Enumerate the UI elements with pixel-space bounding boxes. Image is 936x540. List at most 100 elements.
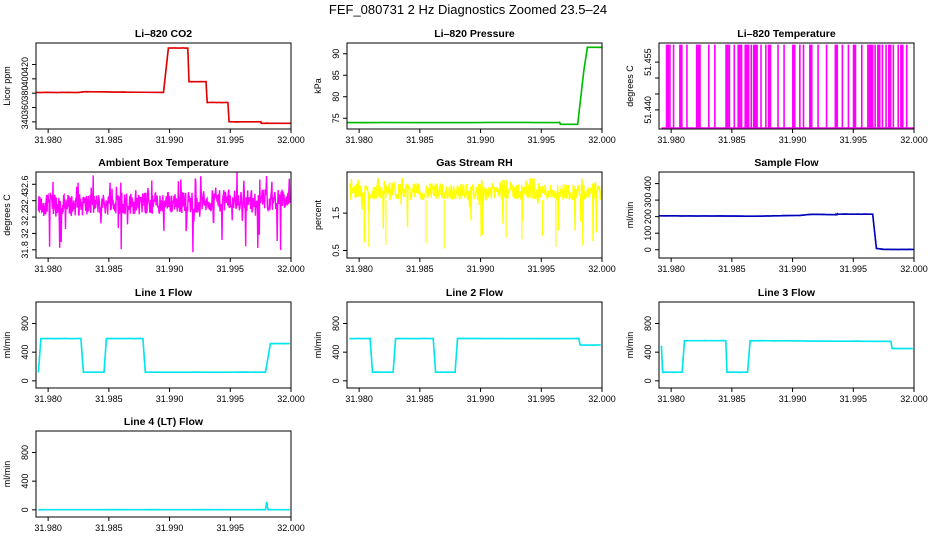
- panel-title: Ambient Box Temperature: [98, 157, 229, 169]
- panel-title: Li–820 CO2: [135, 28, 192, 40]
- panel-title: Li–820 Pressure: [434, 28, 515, 40]
- y-tick-label: 0: [643, 378, 653, 383]
- y-tick-label: 800: [643, 316, 653, 331]
- x-tick-label: 31.985: [95, 264, 123, 274]
- panel-9: Line 3 Flow 31.980 31.985 31.990 31.995 32.00…: [625, 287, 928, 404]
- y-tick-label: 32.2: [20, 208, 30, 226]
- y-tick-label: 51.440: [643, 96, 653, 124]
- y-tick-label: 31.8: [20, 241, 30, 259]
- y-tick-label: 400: [643, 345, 653, 360]
- plot-frame: [346, 301, 603, 389]
- y-tick-label: 300: [643, 193, 653, 208]
- y-axis-label: ml/min: [2, 461, 12, 488]
- series-group: [349, 337, 601, 374]
- y-axis-label: ml/min: [625, 202, 635, 229]
- series-line-1: [37, 337, 290, 374]
- panel-3: Li–820 Temperature 31.980 31.985 31.990 31.9…: [625, 28, 928, 145]
- y-tick-label: 51.455: [643, 48, 653, 76]
- x-tick-label: 31.980: [345, 264, 373, 274]
- x-tick-label: 31.990: [467, 135, 495, 145]
- x-tick-label: 31.995: [528, 394, 556, 404]
- x-tick-label: 31.985: [718, 394, 746, 404]
- y-tick-label: 340: [20, 114, 30, 129]
- x-tick-label: 31.995: [217, 394, 245, 404]
- x-tick-label: 31.995: [528, 135, 556, 145]
- series-noise-1: [36, 47, 289, 125]
- y-axis-label: degrees C: [2, 194, 12, 236]
- x-tick-label: 32.000: [277, 264, 305, 274]
- series-line-1: [349, 337, 601, 374]
- y-tick-label: 100: [643, 226, 653, 241]
- panel-title: Li–820 Temperature: [737, 28, 836, 40]
- plot-frame: [346, 171, 603, 259]
- panel-6: Sample Flow 31.980 31.985 31.990 31.995 32.00…: [625, 157, 928, 274]
- x-tick-label: 31.990: [156, 135, 184, 145]
- series-group: [348, 177, 602, 249]
- series-noise-1: [659, 212, 912, 251]
- y-tick-label: 400: [20, 474, 30, 489]
- x-tick-label: 32.000: [588, 135, 616, 145]
- x-tick-label: 31.980: [657, 264, 685, 274]
- x-tick-label: 31.995: [217, 135, 245, 145]
- x-tick-label: 31.995: [840, 394, 868, 404]
- x-tick-label: 31.985: [718, 135, 746, 145]
- series-group: [660, 339, 913, 374]
- panel-title: Gas Stream RH: [436, 157, 512, 169]
- x-tick-label: 32.000: [277, 135, 305, 145]
- series-band: [348, 177, 602, 246]
- x-tick-label: 31.990: [779, 264, 807, 274]
- panel-title: Line 1 Flow: [135, 287, 193, 299]
- x-tick-label: 31.990: [467, 264, 495, 274]
- y-tick-label: 80: [331, 92, 341, 102]
- y-tick-label: 800: [331, 316, 341, 331]
- y-tick-label: 0: [643, 247, 653, 252]
- series-line-1: [660, 339, 913, 374]
- plot-frame: [658, 171, 915, 259]
- x-tick-label: 31.980: [657, 135, 685, 145]
- y-tick-label: 75: [331, 113, 341, 123]
- panel-title: Line 3 Flow: [758, 287, 816, 299]
- y-tick-label: 200: [643, 209, 653, 224]
- y-tick-label: 0: [20, 507, 30, 512]
- y-tick-label: 85: [331, 70, 341, 80]
- x-tick-label: 31.995: [217, 264, 245, 274]
- x-tick-label: 31.990: [156, 523, 184, 533]
- y-tick-label: 90: [331, 49, 341, 59]
- y-tick-label: 32: [20, 228, 30, 238]
- y-tick-label: 420: [20, 57, 30, 72]
- page-title: FEF_080731 2 Hz Diagnostics Zoomed 23.5–…: [328, 2, 608, 17]
- x-tick-label: 31.980: [34, 394, 62, 404]
- x-tick-label: 32.000: [277, 523, 305, 533]
- x-tick-label: 31.990: [467, 394, 495, 404]
- panel-title: Line 2 Flow: [446, 287, 504, 299]
- x-tick-label: 32.000: [588, 394, 616, 404]
- x-tick-label: 31.990: [779, 394, 807, 404]
- plot-frame: [658, 301, 915, 389]
- y-axis-label: degrees C: [625, 65, 635, 107]
- series-band: [37, 172, 291, 253]
- x-tick-label: 31.985: [718, 264, 746, 274]
- y-tick-label: 0.5: [331, 244, 341, 257]
- plot-frame: [35, 430, 292, 518]
- series-noise-1: [349, 337, 600, 374]
- panel-title: Line 4 (LT) Flow: [124, 416, 204, 428]
- x-tick-label: 32.000: [900, 135, 928, 145]
- y-axis-label: kPa: [313, 78, 323, 94]
- x-tick-label: 31.990: [779, 135, 807, 145]
- series-group: [37, 172, 291, 253]
- x-tick-label: 31.985: [95, 135, 123, 145]
- x-tick-label: 31.985: [406, 394, 434, 404]
- series-noise-1: [347, 45, 602, 126]
- plot-frame: [658, 42, 915, 130]
- series-noise-1: [37, 337, 289, 374]
- panel-8: Line 2 Flow 31.980 31.985 31.990 31.995 32.00…: [313, 287, 616, 404]
- y-axis-label: ml/min: [313, 332, 323, 359]
- y-tick-label: 32.6: [20, 176, 30, 194]
- x-tick-label: 32.000: [900, 394, 928, 404]
- panel-2: Li–820 Pressure 31.980 31.985 31.990 31.995 3…: [313, 28, 616, 145]
- y-axis-label: ml/min: [625, 332, 635, 359]
- panel-10: Line 4 (LT) Flow 31.980 31.985 31.990 31.995…: [2, 416, 305, 533]
- x-tick-label: 31.995: [217, 523, 245, 533]
- plot-frame: [35, 42, 292, 130]
- x-tick-label: 31.990: [156, 264, 184, 274]
